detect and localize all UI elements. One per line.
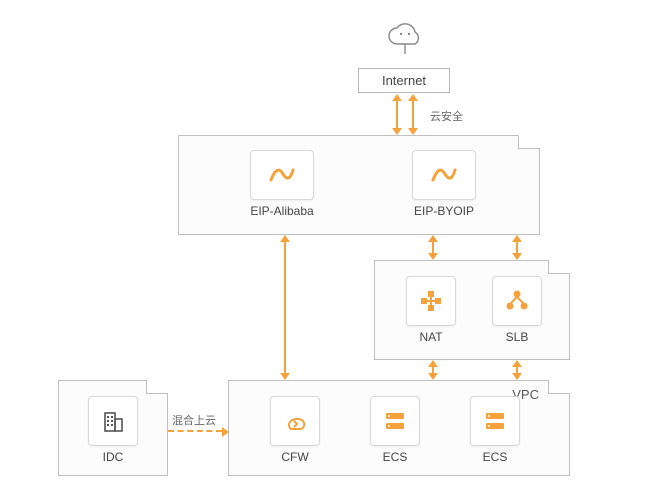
ecs-icon	[370, 396, 420, 446]
node-label: CFW	[270, 450, 320, 464]
node-idc: IDC	[88, 396, 138, 464]
edge-eip-cfw	[284, 241, 286, 374]
internet-label: Internet	[382, 73, 426, 88]
node-eip-byoip: EIP-BYOIP	[412, 150, 476, 218]
eip-container	[178, 135, 540, 235]
route-icon	[250, 150, 314, 200]
node-eip-alibaba: EIP-Alibaba	[250, 150, 314, 218]
diagram-canvas: Internet VPC EIP-Alibaba EIP-BYOIP	[0, 0, 654, 500]
edge-idc-vpc	[168, 430, 222, 432]
cloud-icon	[385, 20, 425, 56]
node-label: NAT	[406, 330, 456, 344]
node-label: ECS	[370, 450, 420, 464]
container-notch	[548, 260, 570, 274]
node-label: SLB	[492, 330, 542, 344]
edge-slb-vpc	[516, 366, 518, 374]
container-notch	[518, 135, 540, 149]
label-cloud-security: 云安全	[430, 108, 463, 124]
cfw-icon	[270, 396, 320, 446]
ecs-icon	[470, 396, 520, 446]
building-icon	[88, 396, 138, 446]
edge-nat-vpc	[432, 366, 434, 374]
nat-icon	[406, 276, 456, 326]
node-label: ECS	[470, 450, 520, 464]
container-notch	[146, 380, 168, 394]
internet-box: Internet	[358, 68, 450, 93]
node-label: EIP-Alibaba	[250, 204, 314, 218]
node-cfw: CFW	[270, 396, 320, 464]
route-icon	[412, 150, 476, 200]
node-label: IDC	[88, 450, 138, 464]
slb-icon	[492, 276, 542, 326]
node-slb: SLB	[492, 276, 542, 344]
node-ecs-2: ECS	[470, 396, 520, 464]
container-notch	[548, 380, 570, 394]
edge-internet-eip-1	[396, 100, 398, 129]
edge-eip-nat	[432, 241, 434, 254]
node-label: EIP-BYOIP	[412, 204, 476, 218]
edge-eip-slb	[516, 241, 518, 254]
node-nat: NAT	[406, 276, 456, 344]
edge-internet-eip-2	[412, 100, 414, 129]
node-ecs-1: ECS	[370, 396, 420, 464]
label-hybrid-cloud: 混合上云	[172, 412, 216, 428]
